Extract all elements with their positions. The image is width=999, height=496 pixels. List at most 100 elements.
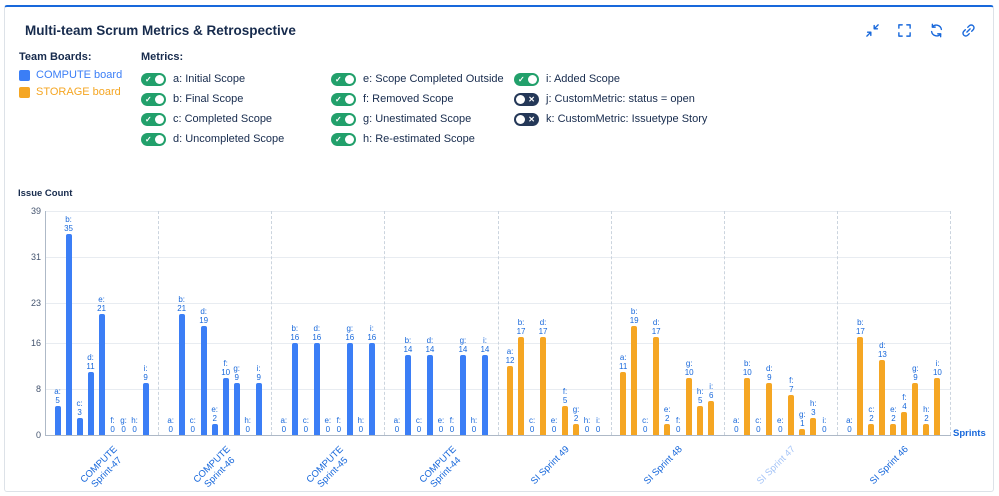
team-boards-heading: Team Boards: (19, 51, 92, 63)
bar-value-label: g: 16 (345, 324, 355, 342)
bar-7-d[interactable] (879, 360, 886, 435)
x-axis-label[interactable]: SI Sprint 48 (642, 444, 685, 487)
bar-2-i[interactable] (368, 343, 375, 435)
bar-2-d[interactable] (313, 343, 320, 435)
legend-storage-board[interactable]: STORAGE board (19, 86, 141, 98)
bar-0-d[interactable] (87, 372, 94, 435)
metric-toggle-d[interactable]: ✓ (141, 132, 166, 146)
bar-5-d[interactable] (653, 337, 660, 435)
link-icon[interactable] (957, 19, 979, 41)
bar-7-f[interactable] (901, 412, 908, 435)
bar-value-label: i: 9 (143, 364, 148, 382)
bar-0-i[interactable] (142, 383, 149, 435)
bar-value-label: f: 0 (110, 416, 115, 434)
bar-0-e[interactable] (98, 314, 105, 435)
bar-6-h[interactable] (810, 418, 817, 435)
x-axis-label[interactable]: SI Sprint 49 (528, 444, 572, 487)
bar-value-label: e: 2 (890, 405, 897, 423)
bar-6-f[interactable] (788, 395, 795, 435)
bar-value-label: c: 3 (76, 399, 83, 417)
metric-row-j: ✕ j: CustomMetric: status = open (514, 89, 704, 109)
metrics-heading: Metrics: (141, 51, 184, 63)
bar-5-b[interactable] (631, 326, 638, 435)
bar-5-a[interactable] (620, 372, 627, 435)
metric-toggle-a[interactable]: ✓ (141, 72, 166, 86)
bar-5-e[interactable] (664, 424, 671, 435)
toggle-knob (516, 94, 525, 104)
bar-5-i[interactable] (708, 401, 715, 435)
bar-2-b[interactable] (291, 343, 298, 435)
bar-1-f[interactable] (222, 378, 229, 435)
metric-toggle-k[interactable]: ✕ (514, 112, 539, 126)
bar-7-h[interactable] (923, 424, 930, 435)
bar-4-a[interactable] (507, 366, 514, 435)
bar-0-b[interactable] (65, 234, 72, 435)
refresh-icon[interactable] (925, 19, 947, 41)
bar-0-c[interactable] (76, 418, 83, 435)
bar-value-label: g: 10 (684, 359, 694, 377)
bar-7-e[interactable] (890, 424, 897, 435)
bar-1-e[interactable] (211, 424, 218, 435)
bar-value-label: h: 0 (583, 416, 591, 434)
x-axis-label[interactable]: COMPUTE Sprint-46 (191, 444, 238, 490)
metric-toggle-i[interactable]: ✓ (514, 72, 539, 86)
bar-value-label: f: 0 (675, 416, 681, 434)
metric-toggle-g[interactable]: ✓ (331, 112, 356, 126)
toggle-knob (528, 74, 537, 84)
bar-7-g[interactable] (912, 383, 919, 435)
group-separator (837, 211, 838, 435)
bar-1-g[interactable] (233, 383, 240, 435)
metric-toggle-f[interactable]: ✓ (331, 92, 356, 106)
bar-3-g[interactable] (459, 355, 466, 435)
metric-row-e: ✓ e: Scope Completed Outside (331, 69, 514, 89)
metric-row-k: ✕ k: CustomMetric: Issuetype Story (514, 109, 707, 129)
bar-value-label: d: 17 (651, 318, 661, 336)
bar-value-label: d: 17 (538, 318, 548, 336)
metric-row-h: ✓ h: Re-estimated Scope (331, 129, 514, 149)
metric-label-a: a: Initial Scope (173, 73, 246, 85)
metric-toggle-b[interactable]: ✓ (141, 92, 166, 106)
metric-toggle-j[interactable]: ✕ (514, 92, 539, 106)
group-separator (611, 211, 612, 435)
bar-7-i[interactable] (934, 378, 941, 435)
bar-0-a[interactable] (54, 406, 61, 435)
metric-toggle-e[interactable]: ✓ (331, 72, 356, 86)
toggle-knob (345, 94, 354, 104)
x-axis-label[interactable]: COMPUTE Sprint-47 (77, 444, 124, 490)
bar-4-d[interactable] (540, 337, 547, 435)
bar-2-g[interactable] (346, 343, 353, 435)
x-axis-label[interactable]: SI Sprint 47 (755, 444, 799, 487)
legend-compute-board[interactable]: COMPUTE board (19, 69, 141, 81)
bar-value-label: e: 0 (550, 416, 558, 434)
collapse-icon[interactable] (861, 19, 883, 41)
bar-7-c[interactable] (868, 424, 875, 435)
bar-1-b[interactable] (178, 314, 185, 435)
bar-6-b[interactable] (744, 378, 751, 435)
bar-4-g[interactable] (573, 424, 580, 435)
bar-value-label: c: 0 (642, 416, 649, 434)
bar-3-i[interactable] (481, 355, 488, 435)
bar-value-label: b: 14 (403, 336, 413, 354)
x-axis-label[interactable]: COMPUTE Sprint-45 (304, 444, 351, 490)
metric-toggle-c[interactable]: ✓ (141, 112, 166, 126)
bar-6-g[interactable] (799, 429, 806, 435)
bar-1-i[interactable] (255, 383, 262, 435)
bar-3-d[interactable] (426, 355, 433, 435)
bar-7-b[interactable] (857, 337, 864, 435)
bar-4-f[interactable] (562, 406, 569, 435)
bar-6-d[interactable] (766, 383, 773, 435)
bar-value-label: b: 16 (290, 324, 300, 342)
bar-4-b[interactable] (518, 337, 525, 435)
metric-toggle-h[interactable]: ✓ (331, 132, 356, 146)
bar-1-d[interactable] (200, 326, 207, 435)
x-icon: ✕ (528, 94, 535, 104)
group-separator (498, 211, 499, 435)
x-axis-label[interactable]: SI Sprint 46 (868, 444, 912, 487)
bar-5-h[interactable] (697, 406, 704, 435)
bar-5-g[interactable] (686, 378, 693, 435)
x-axis-label[interactable]: COMPUTE Sprint-44 (417, 444, 464, 490)
fullscreen-icon[interactable] (893, 19, 915, 41)
bar-value-label: a: 12 (505, 347, 515, 365)
bar-3-b[interactable] (404, 355, 411, 435)
check-icon: ✓ (145, 94, 152, 104)
